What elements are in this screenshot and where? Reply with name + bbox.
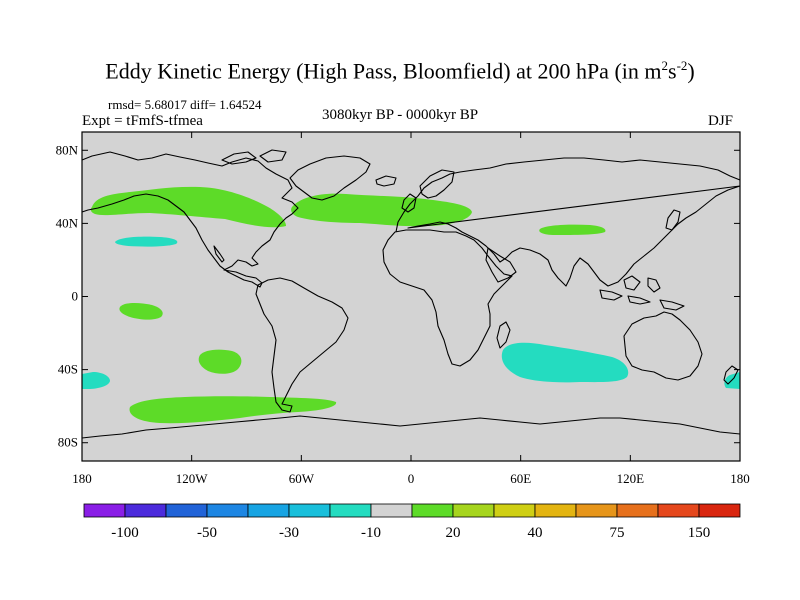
- title-text: Eddy Kinetic Energy (High Pass, Bloomfie…: [105, 58, 662, 84]
- colorbar-swatch: [329, 503, 372, 518]
- lon-label: 60W: [289, 471, 315, 486]
- s-pacific-positive-region: [198, 349, 242, 374]
- title-unit-s: s: [668, 58, 677, 84]
- n-pacific-positive-region: [90, 186, 287, 228]
- period-label: 3080kyr BP - 0000kyr BP: [322, 107, 479, 123]
- colorbar-swatch: [206, 503, 249, 518]
- iceland-coast: [375, 175, 397, 187]
- lat-label: 80S: [58, 435, 78, 450]
- japan-coast: [665, 209, 681, 231]
- colorbar-label: -10: [361, 525, 381, 541]
- map-axes: 80N 40N 0 40S 80S 180 120W 60W 0 60E 120E 180: [56, 132, 750, 486]
- australia-coast: [623, 311, 703, 381]
- antarctica-coast: [81, 415, 741, 439]
- lon-label: 60E: [510, 471, 531, 486]
- title-close: ): [687, 58, 695, 84]
- colorbar-swatch: [657, 503, 700, 518]
- ne-pacific-negative-region: [115, 236, 178, 247]
- lat-label: 80N: [56, 142, 79, 157]
- lat-label: 40S: [58, 362, 78, 377]
- colorbar-label: 150: [688, 525, 711, 541]
- central-asia-positive-region: [539, 224, 606, 235]
- colorbar-swatch: [165, 503, 208, 518]
- colorbar-swatch: [698, 503, 741, 518]
- colorbar-swatch: [124, 503, 167, 518]
- arabia-coast: [485, 247, 517, 283]
- colorbar-label: 40: [528, 525, 543, 541]
- stats-text: rmsd= 5.68017 diff= 1.64524: [108, 97, 262, 112]
- southern-ocean-positive-region: [129, 396, 337, 424]
- colorbar-swatch: [83, 503, 126, 518]
- new-zealand-coast: [723, 365, 739, 385]
- colorbar-swatch: [575, 503, 618, 518]
- title-unit-exponent-1: 2: [661, 58, 669, 73]
- colorbar-label: 20: [446, 525, 461, 541]
- s-indian-ocean-negative-region: [501, 342, 629, 383]
- arctic-islands-coast: [221, 149, 287, 165]
- se-asia-islands-coast: [599, 275, 685, 311]
- south-america-coast: [255, 277, 349, 413]
- title-unit-exponent-2: -2: [676, 58, 688, 73]
- sw-pacific-negative-region: [82, 372, 110, 389]
- colorbar-label: -50: [197, 525, 217, 541]
- north-america-coast: [81, 151, 299, 288]
- anomaly-fields: [82, 186, 740, 424]
- colorbar-swatch: [452, 503, 495, 518]
- colorbar-swatch: [411, 503, 454, 518]
- colorbar-swatch: [616, 503, 659, 518]
- lat-label: 0: [72, 289, 79, 304]
- lon-label: 180: [72, 471, 92, 486]
- tropical-pacific-positive-region: [119, 302, 163, 320]
- greenland-coast: [289, 155, 371, 201]
- colorbar-swatch: [370, 503, 413, 518]
- season-label: DJF: [708, 113, 734, 129]
- colorbar-swatch: [288, 503, 331, 518]
- plot-title: Eddy Kinetic Energy (High Pass, Bloomfie…: [0, 58, 800, 84]
- lon-label: 120W: [176, 471, 209, 486]
- colorbar-label: -100: [111, 525, 139, 541]
- coastlines: [81, 149, 741, 439]
- madagascar-coast: [496, 321, 511, 349]
- scandinavia-coast: [419, 169, 455, 199]
- colorbar-label: -30: [279, 525, 299, 541]
- experiment-label: Expt = tFmfS-tfmea: [82, 113, 203, 129]
- europe-africa-coast: [382, 229, 513, 367]
- lat-label: 40N: [56, 215, 79, 230]
- colorbar-swatch: [534, 503, 577, 518]
- baja-california-coast: [213, 245, 225, 263]
- eurasia-coast: [395, 157, 741, 287]
- colorbar-swatch: [493, 503, 536, 518]
- lon-label: 120E: [617, 471, 645, 486]
- colorbar-swatch: [247, 503, 290, 518]
- colorbar-label: 75: [610, 525, 625, 541]
- n-atlantic-positive-region: [291, 193, 472, 227]
- british-isles-coast: [401, 193, 417, 213]
- lon-label: 180: [730, 471, 750, 486]
- lon-label: 0: [408, 471, 415, 486]
- colorbar: -100 -50 -30 -10 20 40 75 150: [83, 503, 741, 541]
